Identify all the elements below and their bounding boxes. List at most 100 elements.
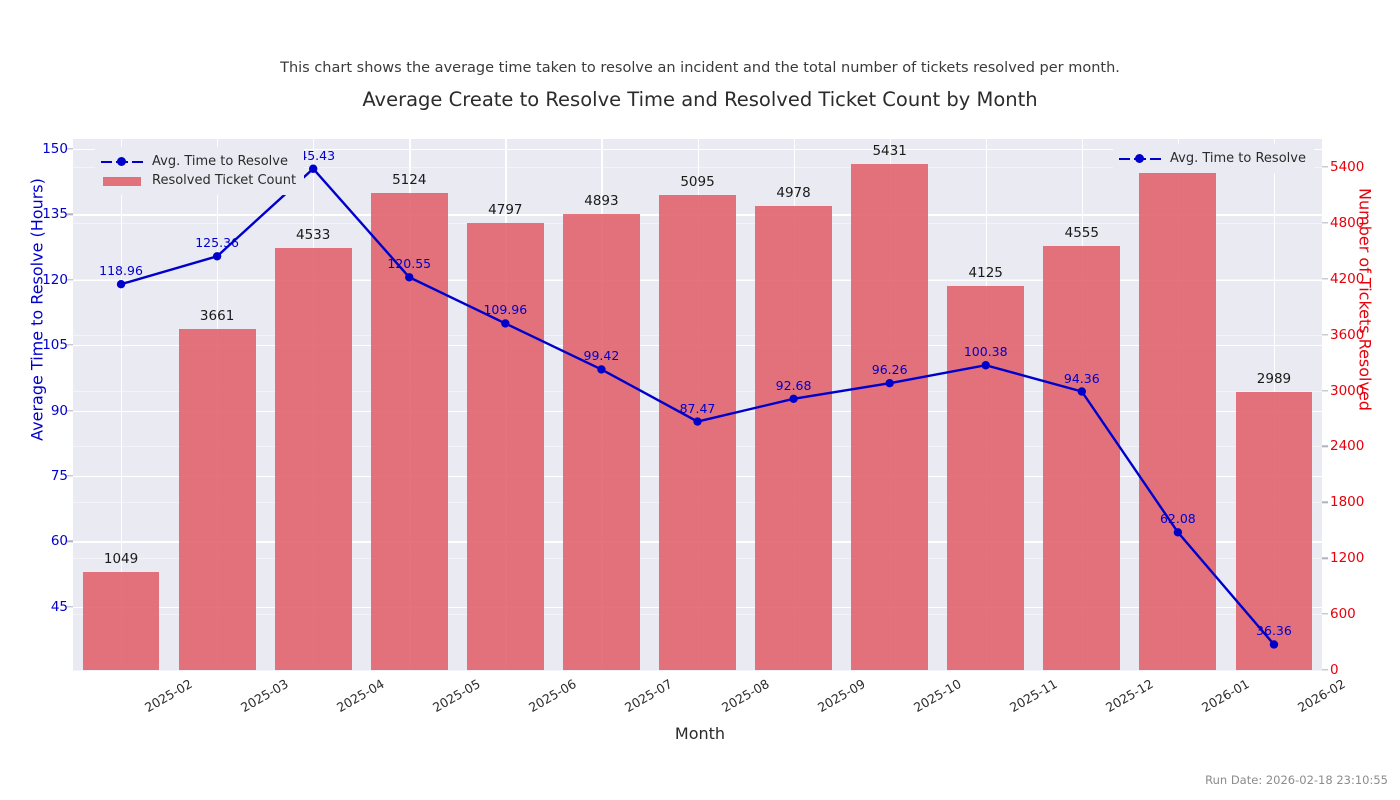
bar-value-label: 4893 [584, 193, 619, 210]
axis-tick-mark [67, 475, 73, 477]
line-value-label: 100.38 [963, 344, 1008, 360]
line-value-label: 62.08 [1159, 511, 1196, 527]
bar-value-label: 2989 [1256, 370, 1292, 387]
chart-subtitle: This chart shows the average time taken … [280, 60, 1120, 76]
line-value-label: 120.55 [387, 256, 432, 272]
x-axis-tick-label: 2025-09 [814, 676, 868, 716]
left-axis-tick-label: 135 [42, 206, 68, 223]
line-value-label: 94.36 [1063, 370, 1100, 386]
bar[interactable] [659, 195, 736, 670]
x-axis-tick-label: 2025-11 [1006, 676, 1060, 716]
axis-tick-mark [1322, 278, 1328, 280]
right-axis-tick-label: 3000 [1330, 382, 1365, 399]
axis-tick-mark [1322, 333, 1328, 336]
axis-tick-mark [1322, 445, 1328, 448]
bar[interactable] [274, 247, 352, 670]
right-axis-tick-label: 1200 [1330, 550, 1365, 567]
axis-tick-mark [1322, 557, 1328, 559]
legend-entry-bar[interactable]: Resolved Ticket Count [101, 171, 296, 190]
legend-label-line-secondary: Avg. Time to Resolve [1170, 151, 1306, 166]
legend-entry-line-secondary[interactable]: Avg. Time to Resolve [1119, 149, 1306, 168]
x-axis-tick-label: 2025-08 [718, 676, 772, 716]
axis-tick-mark [67, 606, 73, 608]
x-axis-tick-label: 2025-06 [526, 676, 580, 716]
axis-tick-mark [1322, 501, 1328, 504]
gridline [73, 670, 1322, 671]
run-date-stamp: Run Date: 2026-02-18 23:10:55 [1205, 773, 1388, 787]
bar-value-label: 4797 [488, 202, 523, 219]
left-axis-tick-label: 120 [42, 271, 68, 288]
axis-tick-mark [67, 278, 73, 281]
plot-area: 1049 3661 4533 5124 4797 4893 5095 4978 5431 4125… [73, 139, 1322, 671]
axis-tick-mark [67, 409, 73, 412]
bar[interactable] [851, 164, 929, 670]
chart-title: Average Create to Resolve Time and Resol… [362, 88, 1038, 111]
bar-value-label: 3661 [199, 307, 235, 324]
x-axis-tick-label: 2025-02 [142, 676, 195, 716]
axis-tick-mark [1322, 166, 1328, 168]
right-axis-tick-label: 3600 [1330, 326, 1365, 343]
line-value-label: 109.96 [483, 302, 528, 318]
legend-secondary[interactable]: Avg. Time to Resolve [1113, 144, 1314, 173]
bar-value-label: 4555 [1064, 224, 1099, 241]
left-axis-title: Average Time to Resolve (Hours) [27, 178, 47, 441]
line-marker-icon [101, 155, 143, 169]
legend-entry-line[interactable]: Avg. Time to Resolve [101, 152, 296, 171]
bar[interactable] [178, 328, 256, 670]
bar-value-label: 4533 [296, 226, 331, 243]
line-value-label: 118.96 [99, 263, 143, 279]
bar-value-label: 5431 [872, 143, 907, 160]
bar[interactable] [562, 214, 640, 670]
bar-value-label: 5095 [680, 174, 715, 191]
x-axis-title: Month [674, 724, 726, 743]
bar-value-label: 1049 [103, 551, 139, 568]
legend-label-bar: Resolved Ticket Count [152, 173, 297, 188]
right-axis-tick-label: 5400 [1330, 158, 1365, 175]
x-axis-tick-label: 2025-04 [334, 676, 387, 716]
left-axis-tick-label: 45 [50, 598, 68, 615]
line-value-label: 99.42 [583, 348, 620, 364]
axis-tick-mark [1322, 389, 1328, 392]
right-axis-tick-label: 4800 [1330, 214, 1365, 231]
line-value-label: 125.36 [195, 235, 239, 251]
axis-tick-mark [67, 213, 73, 215]
line-value-label: 96.26 [871, 362, 908, 378]
bar-value-label: 5124 [392, 171, 427, 188]
right-axis-tick-label: 1800 [1330, 494, 1365, 511]
left-axis-tick-label: 105 [42, 337, 68, 354]
x-axis-tick-label: 2026-02 [1294, 676, 1348, 716]
axis-tick-mark [1322, 222, 1328, 224]
line-marker-icon [1119, 152, 1161, 166]
x-axis-tick-label: 2025-07 [622, 676, 676, 716]
right-axis-tick-label: 4200 [1330, 270, 1365, 287]
x-axis-tick-label: 2025-05 [430, 676, 483, 716]
axis-tick-mark [67, 344, 73, 346]
axis-tick-mark [67, 540, 73, 543]
bar-patch-icon [101, 174, 143, 188]
line-value-label: 92.68 [775, 377, 812, 393]
x-axis-tick-label: 2025-03 [238, 676, 291, 716]
bar-value-label: 4978 [776, 185, 811, 202]
bar[interactable] [82, 572, 160, 670]
x-axis-tick-label: 2025-10 [910, 676, 964, 716]
x-axis-tick-label: 2025-12 [1102, 676, 1156, 716]
bar[interactable] [1043, 245, 1121, 670]
axis-tick-mark [1322, 669, 1328, 671]
left-axis-tick-label: 150 [42, 140, 68, 157]
bar[interactable] [466, 223, 544, 670]
axis-tick-mark [67, 148, 73, 150]
right-axis-tick-label: 600 [1330, 606, 1356, 623]
bar-value-label: 4125 [968, 264, 1003, 281]
line-value-label: 36.36 [1256, 623, 1292, 639]
line-value-label: 87.47 [679, 400, 716, 416]
left-axis-tick-label: 60 [50, 533, 68, 550]
left-axis-tick-label: 90 [50, 402, 68, 419]
legend-primary[interactable]: Avg. Time to Resolve Resolved Ticket Cou… [95, 147, 305, 195]
bar[interactable] [1139, 169, 1217, 670]
axis-tick-mark [1322, 613, 1328, 615]
x-axis-tick-label: 2026-01 [1198, 676, 1252, 716]
right-axis-tick-label: 0 [1330, 662, 1339, 678]
right-axis-tick-label: 2400 [1330, 438, 1365, 455]
bar[interactable] [755, 206, 832, 670]
left-axis-tick-label: 75 [50, 467, 68, 484]
